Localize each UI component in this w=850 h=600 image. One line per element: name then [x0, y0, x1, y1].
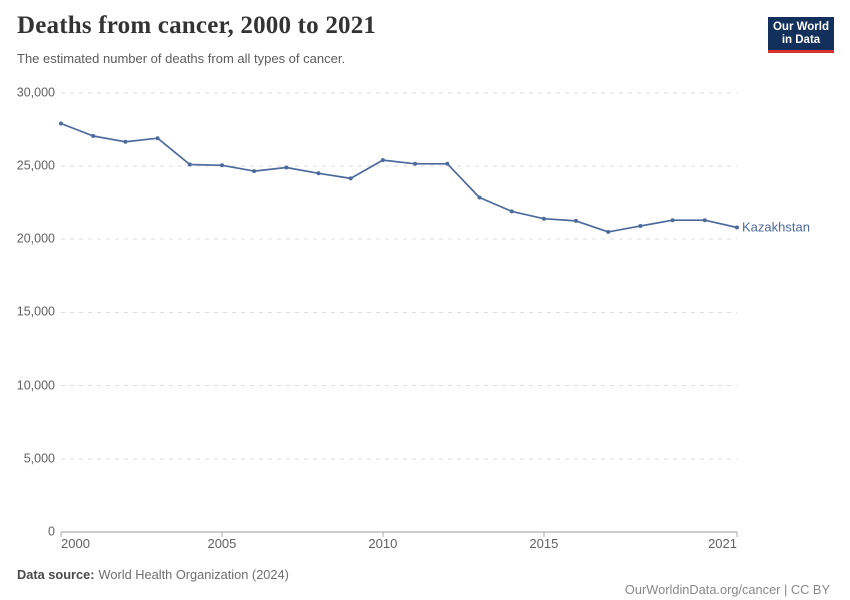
data-point: [445, 161, 450, 166]
series-line: [60, 122, 738, 233]
data-point: [670, 218, 675, 223]
attribution-note: OurWorldinData.org/cancer | CC BY: [611, 567, 830, 600]
data-point: [702, 218, 707, 223]
data-point: [252, 169, 257, 174]
y-axis-tick-label: 10,000: [16, 378, 55, 393]
data-point: [638, 224, 643, 228]
owid-logo[interactable]: Our World in Data: [768, 17, 834, 53]
data-point: [574, 218, 578, 223]
y-axis-tick-label: 15,000: [16, 305, 55, 320]
data-point: [316, 171, 321, 176]
data-point: [187, 162, 192, 167]
page-subtitle: The estimated number of deaths from all …: [17, 51, 346, 66]
data-point: [380, 158, 385, 163]
data-point: [541, 216, 546, 221]
data-source-label: Data source:: [17, 567, 95, 582]
x-axis-tick-label: 2010: [368, 536, 398, 551]
y-axis-tick-label: 20,000: [16, 231, 55, 246]
y-axis-tick-label: 30,000: [16, 85, 55, 100]
data-point: [606, 229, 611, 234]
x-axis-tick-label: 2000: [61, 536, 90, 551]
owid-url-link[interactable]: OurWorldinData.org/cancer: [624, 582, 781, 597]
attribution-separator: |: [780, 582, 791, 597]
data-point: [284, 165, 289, 170]
data-point: [509, 209, 514, 214]
data-point: [477, 195, 482, 200]
x-axis-tick-label: 2005: [207, 536, 237, 551]
y-axis-tick-label: 25,000: [16, 158, 55, 173]
data-source-note: Data source: World Health Organization (2…: [17, 567, 289, 582]
x-axis-tick-label: 2021: [708, 536, 737, 551]
license-label: CC BY: [790, 582, 830, 597]
data-point: [155, 136, 160, 141]
y-axis-tick-label: 0: [48, 524, 55, 539]
logo-text-line2: in Data: [781, 34, 821, 46]
data-point: [413, 161, 418, 166]
data-source-value: World Health Organization (2024): [98, 567, 289, 582]
series-end-label: Kazakhstan: [742, 219, 810, 235]
data-point: [123, 139, 128, 144]
y-axis-tick-label: 5,000: [23, 451, 55, 466]
page-title: Deaths from cancer, 2000 to 2021: [17, 12, 377, 39]
data-point: [348, 176, 353, 181]
x-axis-tick-label: 2015: [529, 536, 559, 551]
data-point: [91, 134, 96, 138]
data-point: [735, 225, 739, 230]
data-point: [59, 121, 63, 126]
data-point: [220, 163, 224, 168]
logo-text-line1: Our World: [772, 21, 829, 33]
